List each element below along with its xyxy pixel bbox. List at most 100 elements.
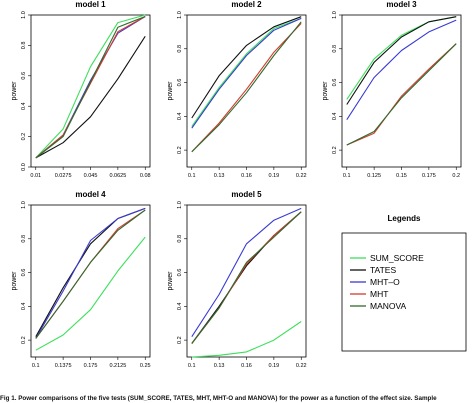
chart-panel-1: model 1 0.0 0.2 0.4 0.6 0.8 1.0 power 0.01 0.0275… (11, 0, 151, 179)
x-tick-label: 0.1375 (55, 363, 72, 369)
series-line-manova (191, 21, 302, 153)
legend-label: TATES (370, 265, 396, 275)
x-tick-label: 0.13 (214, 173, 225, 179)
x-tick-label: 0.175 (84, 363, 98, 369)
series-line-mht-o (346, 19, 457, 120)
series-line-sum-score (191, 17, 302, 127)
y-tick-label: 1.0 (177, 11, 183, 19)
series-line-mht (35, 16, 146, 159)
y-tick-label: 0.6 (177, 79, 183, 87)
legend-label: MANOVA (370, 301, 407, 311)
y-tick-label: 1.0 (21, 201, 27, 209)
series-line-manova (346, 43, 457, 146)
series-line-sum-score (191, 321, 302, 358)
y-tick-label: 0.6 (21, 72, 27, 80)
y-tick-label: 0.2 (21, 336, 27, 344)
series-line-mht-o (35, 16, 146, 159)
chart-panel-3: model 3 0.2 0.4 0.6 0.8 1.0 power 0.1 0.125 0.15 0… (322, 0, 462, 179)
series-line-mht-o (35, 207, 146, 339)
x-tick-label: 0.13 (214, 363, 225, 369)
y-tick-label: 1.0 (21, 11, 27, 19)
figure: model 1 0.0 0.2 0.4 0.6 0.8 1.0 power 0.01 0.0275… (11, 0, 467, 369)
x-tick-label: 0.08 (140, 173, 151, 179)
y-tick-label: 0.4 (332, 113, 338, 121)
y-tick-label: 0.6 (177, 269, 183, 277)
x-tick-label: 0.045 (84, 173, 98, 179)
y-tick-label: 1.0 (332, 11, 338, 19)
legend-label: SUM_SCORE (370, 253, 424, 263)
x-tick-label: 0.16 (241, 363, 252, 369)
panel-title: model 2 (231, 0, 262, 9)
x-tick-label: 0.1 (188, 363, 196, 369)
x-tick-label: 0.01 (30, 173, 41, 179)
figure-caption: Fig 1. Power comparisons of the five tes… (0, 395, 437, 402)
chart-panel-5: model 5 0.2 0.4 0.6 0.8 1.0 power 0.1 0.13 0.16 0.… (167, 190, 307, 369)
legend-box (341, 232, 467, 352)
series-line-manova (35, 15, 146, 159)
series-line-sum-score (35, 236, 146, 351)
y-tick-label: 0.6 (332, 79, 338, 87)
y-tick-label: 0.4 (21, 303, 27, 311)
x-tick-label: 0.19 (269, 363, 280, 369)
y-tick-label: 0.4 (177, 113, 183, 121)
y-tick-label: 1.0 (177, 201, 183, 209)
series-line-tates (35, 207, 146, 337)
y-axis-label: power (11, 81, 18, 101)
x-tick-label: 0.2 (452, 173, 460, 179)
series-line-mht (346, 43, 457, 146)
series-line-sum-score (35, 14, 146, 159)
series-line-tates (346, 16, 457, 105)
y-tick-label: 0.6 (21, 269, 27, 277)
x-tick-label: 0.0275 (55, 173, 72, 179)
series-line-mht (191, 211, 302, 344)
x-tick-label: 0.16 (241, 173, 252, 179)
y-tick-label: 0.8 (177, 235, 183, 243)
x-tick-label: 0.175 (422, 173, 436, 179)
y-axis-label: power (167, 81, 174, 101)
y-tick-label: 0.8 (21, 235, 27, 243)
series-line-mht-o (191, 207, 302, 337)
legend-title: Legends (388, 214, 421, 223)
y-tick-label: 0.8 (21, 42, 27, 50)
series-line-sum-score (346, 16, 457, 100)
series-line-mht-o (191, 17, 302, 129)
x-tick-label: 0.22 (296, 173, 307, 179)
series-line-mht (35, 209, 146, 339)
y-tick-label: 0.4 (177, 303, 183, 311)
y-tick-label: 0.4 (21, 102, 27, 110)
x-tick-label: 0.15 (396, 173, 407, 179)
x-tick-label: 0.0625 (109, 173, 126, 179)
x-tick-label: 0.2125 (109, 363, 126, 369)
series-line-tates (191, 211, 302, 344)
y-tick-label: 0.0 (21, 163, 27, 171)
panel-title: model 3 (386, 0, 417, 9)
x-tick-label: 0.22 (296, 363, 307, 369)
x-tick-label: 0.1 (343, 173, 351, 179)
chart-panel-4: model 4 0.2 0.4 0.6 0.8 1.0 power 0.1 0.1375 0.17… (11, 190, 151, 369)
series-line-tates (35, 36, 146, 159)
legend-label: MHT–O (370, 277, 400, 287)
x-tick-label: 0.1 (32, 363, 40, 369)
y-tick-label: 0.2 (332, 146, 338, 154)
panel-title: model 1 (75, 0, 106, 9)
y-tick-label: 0.8 (332, 45, 338, 53)
legend-panel: Legends SUM_SCORE TATES MHT–O MHT MANOVA (341, 214, 467, 352)
legend-label: MHT (370, 289, 388, 299)
plot-frame (186, 204, 307, 358)
x-tick-label: 0.19 (269, 173, 280, 179)
series-line-tates (191, 16, 302, 119)
plot-frame (30, 204, 151, 358)
series-line-mht (191, 23, 302, 153)
y-tick-label: 0.8 (177, 45, 183, 53)
x-tick-label: 0.25 (140, 363, 151, 369)
chart-panel-2: model 2 0.2 0.4 0.6 0.8 1.0 power 0.1 0.13 0.16 0.… (167, 0, 307, 179)
x-tick-label: 0.1 (188, 173, 196, 179)
y-tick-label: 0.2 (177, 336, 183, 344)
series-line-manova (35, 209, 146, 339)
y-tick-label: 0.2 (21, 133, 27, 141)
x-tick-label: 0.125 (367, 173, 381, 179)
panel-title: model 4 (75, 190, 106, 199)
plot-frame (341, 14, 462, 168)
panel-title: model 5 (231, 190, 262, 199)
y-axis-label: power (322, 81, 329, 101)
